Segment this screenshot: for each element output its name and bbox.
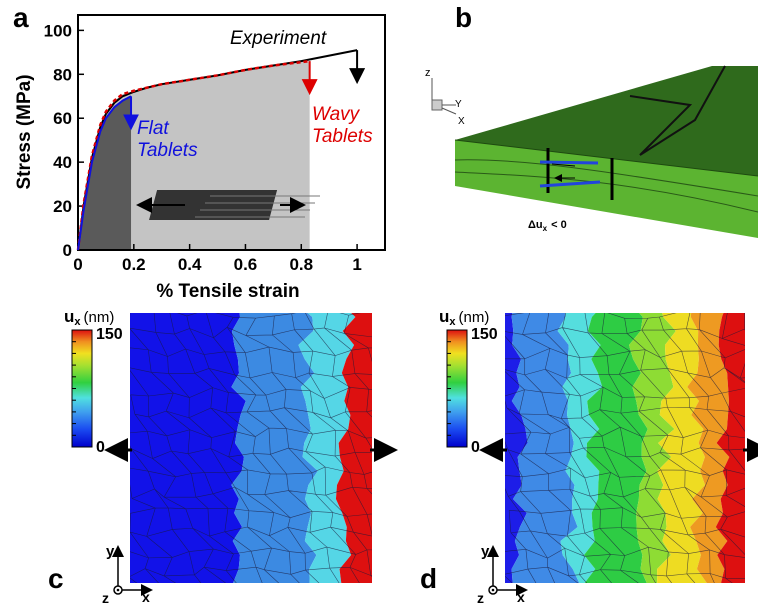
cb-label: u <box>64 307 74 326</box>
cb-unit: (nm) <box>84 309 115 326</box>
axis-label: z <box>102 590 109 603</box>
y-axis-title: Stress (MPa) <box>14 74 35 189</box>
axis-label: Y <box>455 99 462 110</box>
cb-max: 150 <box>96 326 123 343</box>
x-tick-label: 1 <box>352 255 361 274</box>
axis-label: y <box>106 543 115 560</box>
colorbar-title: ux(nm) <box>439 307 489 328</box>
field <box>124 303 414 603</box>
axis-label: X <box>458 116 465 127</box>
delta: Δu <box>528 219 543 231</box>
flat-label: Flat Tablets <box>137 118 207 162</box>
cb-unit: (nm) <box>459 309 490 326</box>
axis-label: y <box>481 543 490 560</box>
y-tick-label: 80 <box>53 65 72 84</box>
axis-label: z <box>425 67 431 79</box>
delta-rel: < 0 <box>551 219 567 231</box>
colorbar-title: ux(nm) <box>64 307 114 328</box>
panel-label: b <box>455 2 472 33</box>
cb-max: 150 <box>471 326 498 343</box>
cb-sub: x <box>449 316 456 328</box>
axis-label: z <box>477 590 484 603</box>
cb-min: 0 <box>96 439 105 456</box>
wavy-label: Wavy Tablets <box>312 104 382 148</box>
delta-label: Δux< 0 <box>528 219 567 233</box>
panel-label: c <box>48 563 64 594</box>
delta-sub: x <box>543 224 548 233</box>
x-tick-label: 0 <box>73 255 82 274</box>
x-tick-label: 0.8 <box>289 255 313 274</box>
cb-label: u <box>439 307 449 326</box>
axis-dot <box>492 589 495 592</box>
figure-svg: 0 0.2 0.4 0.6 0.8 1 0 20 40 60 80 100 % Tensile stra… <box>0 0 758 603</box>
y-tick-label: 60 <box>53 109 72 128</box>
axis-label: x <box>517 589 525 603</box>
axis-dot <box>117 589 120 592</box>
slab <box>432 66 758 238</box>
x-tick-label: 0.6 <box>234 255 258 274</box>
y-tick-label: 20 <box>53 197 72 216</box>
y-tick-label: 0 <box>63 241 72 260</box>
figure: 0 0.2 0.4 0.6 0.8 1 0 20 40 60 80 100 % Tensile stra… <box>0 0 758 603</box>
field <box>499 303 758 603</box>
axis-label: x <box>142 589 150 603</box>
y-tick-label: 100 <box>44 21 72 40</box>
panel-label: d <box>420 563 437 594</box>
experiment-label: Experiment <box>230 28 326 50</box>
x-axis-title: % Tensile strain <box>156 281 299 302</box>
cb-min: 0 <box>471 439 480 456</box>
cb-sub: x <box>74 316 81 328</box>
y-tick-label: 40 <box>53 153 72 172</box>
x-tick-label: 0.4 <box>178 255 202 274</box>
panel-label: a <box>13 2 29 33</box>
x-tick-label: 0.2 <box>122 255 146 274</box>
